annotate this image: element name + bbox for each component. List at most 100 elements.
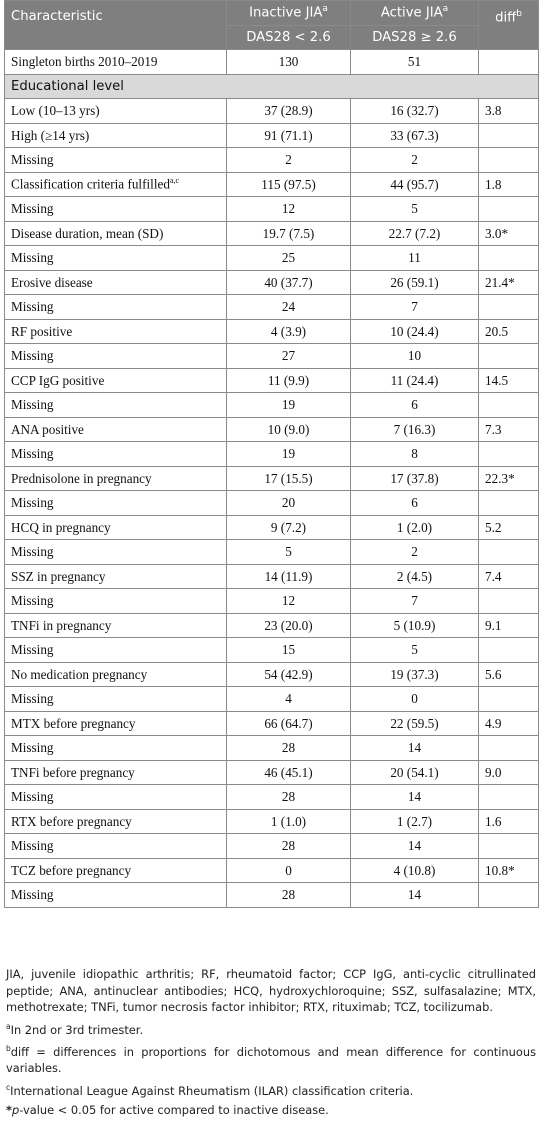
- row-inactive: 15: [226, 637, 351, 663]
- section-row-educational-level: Educational level: [4, 73, 539, 99]
- row-active: 19 (37.3): [350, 661, 479, 687]
- table-row-singleton: Singleton births 2010–2019 130 51: [4, 49, 539, 75]
- table-row: CCP IgG positive 11 (9.9) 11 (24.4) 14.5: [4, 367, 539, 393]
- table-row: Erosive disease 40 (37.7) 26 (59.1) 21.4*: [4, 269, 539, 295]
- row-active: 14: [350, 882, 479, 908]
- row-label: Erosive disease: [4, 269, 227, 295]
- row-diff: [478, 441, 539, 467]
- row-label: Missing: [4, 392, 227, 418]
- header-characteristic: Characteristic: [4, 0, 227, 50]
- row-active: 8: [350, 441, 479, 467]
- row-label: Missing: [4, 539, 227, 565]
- row-active: 33 (67.3): [350, 122, 479, 148]
- row-diff: [478, 392, 539, 418]
- abbreviations-note: JIA, juvenile idiopathic arthritis; RF, …: [6, 967, 536, 1014]
- row-inactive: 19.7 (7.5): [226, 220, 351, 246]
- row-inactive: 37 (28.9): [226, 98, 351, 124]
- row-active: 2: [350, 539, 479, 565]
- section-title: Educational level: [4, 73, 539, 99]
- row-inactive: 9 (7.2): [226, 514, 351, 540]
- table-row: Missing 28 14: [4, 833, 539, 859]
- row-diff: 7.3: [478, 416, 539, 442]
- row-active: 17 (37.8): [350, 465, 479, 491]
- row-label: HCQ in pregnancy: [4, 514, 227, 540]
- row-diff: [478, 637, 539, 663]
- row-active: 10: [350, 343, 479, 369]
- footnote-a: aIn 2nd or 3rd trimester.: [6, 1021, 144, 1037]
- row-inactive: 28: [226, 784, 351, 810]
- table-row: MTX before pregnancy 66 (64.7) 22 (59.5) 4.…: [4, 710, 539, 736]
- table-row: No medication pregnancy 54 (42.9) 19 (37.3…: [4, 661, 539, 687]
- row-inactive: 2: [226, 147, 351, 173]
- row-diff: [478, 147, 539, 173]
- row-diff: 9.0: [478, 759, 539, 785]
- row-diff: [478, 588, 539, 614]
- row-label: Missing: [4, 588, 227, 614]
- table-row: Missing 12 7: [4, 588, 539, 614]
- row-diff: [478, 196, 539, 222]
- row-label: ANA positive: [4, 416, 227, 442]
- row-inactive: 17 (15.5): [226, 465, 351, 491]
- row-active: 16 (32.7): [350, 98, 479, 124]
- row-active: 5: [350, 637, 479, 663]
- row-label: Missing: [4, 245, 227, 271]
- header-inactive-das: DAS28 < 2.6: [226, 24, 351, 50]
- table-row: Missing 2 2: [4, 147, 539, 173]
- row-label: Missing: [4, 637, 227, 663]
- table-row: SSZ in pregnancy 14 (11.9) 2 (4.5) 7.4: [4, 563, 539, 589]
- row-active: 26 (59.1): [350, 269, 479, 295]
- row-diff: 5.2: [478, 514, 539, 540]
- row-diff: [478, 539, 539, 565]
- row-label: Missing: [4, 882, 227, 908]
- table-row: Missing 27 10: [4, 343, 539, 369]
- table-row: Prednisolone in pregnancy 17 (15.5) 17 (37…: [4, 465, 539, 491]
- row-diff: [478, 49, 539, 75]
- row-label: Missing: [4, 686, 227, 712]
- table-row: High (≥14 yrs) 91 (71.1) 33 (67.3): [4, 122, 539, 148]
- row-diff: [478, 735, 539, 761]
- row-active: 2 (4.5): [350, 563, 479, 589]
- row-inactive: 28: [226, 735, 351, 761]
- row-active: 6: [350, 490, 479, 516]
- row-label: Missing: [4, 833, 227, 859]
- row-inactive: 54 (42.9): [226, 661, 351, 687]
- row-active: 6: [350, 392, 479, 418]
- row-inactive: 4 (3.9): [226, 318, 351, 344]
- row-label: Low (10–13 yrs): [4, 98, 227, 124]
- table-row: Missing 19 8: [4, 441, 539, 467]
- row-active: 14: [350, 833, 479, 859]
- row-active: 22.7 (7.2): [350, 220, 479, 246]
- row-inactive: 28: [226, 882, 351, 908]
- table-row: HCQ in pregnancy 9 (7.2) 1 (2.0) 5.2: [4, 514, 539, 540]
- table-row: TNFi in pregnancy 23 (20.0) 5 (10.9) 9.1: [4, 612, 539, 638]
- row-label: Missing: [4, 294, 227, 320]
- row-active: 5: [350, 196, 479, 222]
- row-inactive: 11 (9.9): [226, 367, 351, 393]
- row-active: 14: [350, 784, 479, 810]
- row-label: Missing: [4, 735, 227, 761]
- table-row: Missing 15 5: [4, 637, 539, 663]
- row-label: Missing: [4, 147, 227, 173]
- row-diff: [478, 882, 539, 908]
- row-diff: [478, 490, 539, 516]
- table-row: TCZ before pregnancy 0 4 (10.8) 10.8*: [4, 857, 539, 883]
- row-inactive: 40 (37.7): [226, 269, 351, 295]
- row-inactive: 20: [226, 490, 351, 516]
- footnote-c: cInternational League Against Rheumatism…: [6, 1082, 414, 1098]
- header-active: Active JIAa: [350, 0, 479, 26]
- row-inactive: 91 (71.1): [226, 122, 351, 148]
- row-active: 20 (54.1): [350, 759, 479, 785]
- row-label: RF positive: [4, 318, 227, 344]
- row-active: 1 (2.0): [350, 514, 479, 540]
- characteristics-table: Characteristic Inactive JIAa Active JIAa…: [4, 0, 539, 908]
- row-active: 11 (24.4): [350, 367, 479, 393]
- row-label: RTX before pregnancy: [4, 808, 227, 834]
- row-inactive: 0: [226, 857, 351, 883]
- row-active: 22 (59.5): [350, 710, 479, 736]
- row-active: 7 (16.3): [350, 416, 479, 442]
- row-active: 10 (24.4): [350, 318, 479, 344]
- row-inactive: 25: [226, 245, 351, 271]
- footnote-b: bdiff = differences in proportions for d…: [6, 1043, 536, 1076]
- row-inactive: 23 (20.0): [226, 612, 351, 638]
- row-inactive: 1 (1.0): [226, 808, 351, 834]
